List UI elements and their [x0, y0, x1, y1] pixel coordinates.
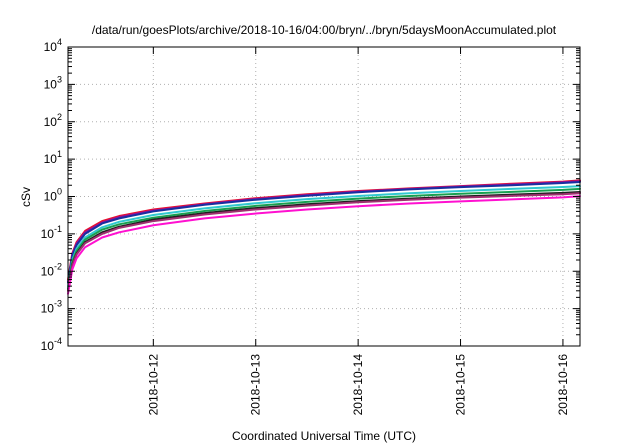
x-tick-label: 2018-10-16	[556, 354, 570, 416]
grid	[68, 47, 580, 346]
y-tick-label: 104	[44, 37, 62, 54]
y-axis-label: cSv	[19, 187, 33, 207]
x-tick-label: 2018-10-14	[351, 354, 365, 416]
y-tick-label: 100	[44, 187, 62, 204]
series-line-8	[67, 195, 581, 295]
series-line-5	[67, 187, 581, 290]
series-line-3	[67, 180, 581, 284]
x-tick-label: 2018-10-15	[454, 354, 468, 416]
series-line-7	[67, 192, 581, 292]
y-axis: 10-4 10-3 10-2 10-1 100 101 102 103 104	[41, 37, 580, 353]
y-tick-label: 10-2	[41, 261, 62, 278]
x-axis: 2018-10-12 2018-10-13 2018-10-14 2018-10-15…	[146, 47, 570, 415]
x-tick-label: 2018-10-12	[146, 354, 160, 416]
series-line-6	[67, 190, 581, 292]
x-tick-label: 2018-10-13	[249, 354, 263, 416]
y-tick-label: 103	[44, 74, 62, 91]
y-tick-label: 102	[44, 112, 62, 129]
y-tick-label: 10-3	[41, 299, 62, 316]
chart-title: /data/run/goesPlots/archive/2018-10-16/0…	[92, 23, 557, 37]
x-axis-label: Coordinated Universal Time (UTC)	[232, 429, 416, 443]
y-tick-label: 10-4	[41, 336, 62, 353]
y-tick-label: 101	[44, 149, 62, 166]
series-lines	[67, 179, 581, 295]
series-line-4	[67, 185, 581, 288]
y-tick-label: 10-1	[41, 224, 62, 241]
